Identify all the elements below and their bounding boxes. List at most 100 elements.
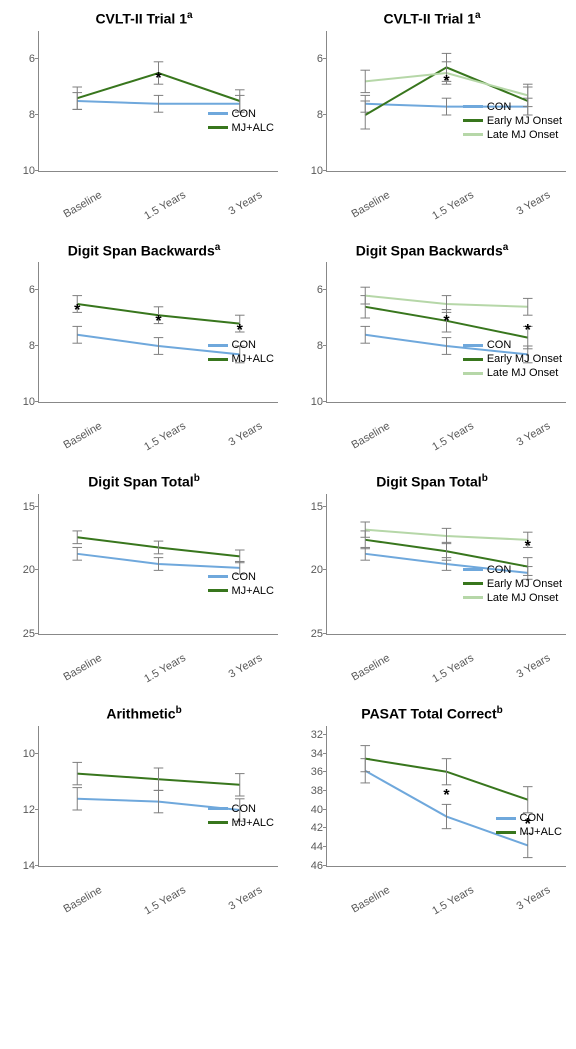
chart-title: CVLT-II Trial 1a xyxy=(10,10,278,27)
x-tick-label: 1.5 Years xyxy=(430,884,476,917)
significance-star: * xyxy=(443,313,449,331)
significance-star: * xyxy=(237,322,243,340)
y-tick-label: 10 xyxy=(11,748,35,760)
x-tick-label: 3 Years xyxy=(514,884,552,913)
legend-label: CON xyxy=(520,812,544,824)
chart-title: Digit Span Backwardsa xyxy=(298,242,566,259)
chart: Digit Span Totalb 152025Baseline1.5 Years… xyxy=(298,473,566,675)
y-tick-label: 6 xyxy=(11,284,35,296)
y-tick-label: 12 xyxy=(11,804,35,816)
x-tick-label: 1.5 Years xyxy=(430,420,476,453)
legend-label: Early MJ Onset xyxy=(487,353,562,365)
x-tick-label: 3 Years xyxy=(514,420,552,449)
y-tick-label: 10 xyxy=(11,396,35,408)
legend-swatch xyxy=(463,133,483,136)
legend-item: Early MJ Onset xyxy=(463,353,562,365)
legend-label: MJ+ALC xyxy=(520,826,563,838)
chart: CVLT-II Trial 1a6810Baseline1.5 Years3 Y… xyxy=(298,10,566,212)
legend-swatch xyxy=(208,807,228,810)
chart: Digit Span Totalb152025Baseline1.5 Years… xyxy=(10,473,278,675)
legend-item: MJ+ALC xyxy=(208,353,275,365)
legend-item: MJ+ALC xyxy=(208,122,275,134)
legend-swatch xyxy=(208,358,228,361)
plot-area: 3234363840424446Baseline1.5 Years3 Years… xyxy=(326,726,566,867)
x-tick-label: 1.5 Years xyxy=(142,884,188,917)
legend-swatch xyxy=(208,821,228,824)
legend: CON MJ+ALC xyxy=(208,339,275,367)
x-tick-label: Baseline xyxy=(350,189,393,220)
y-tick-label: 36 xyxy=(299,766,323,778)
chart-title: Digit Span Totalb xyxy=(10,473,278,490)
legend-label: MJ+ALC xyxy=(232,353,275,365)
legend-label: CON xyxy=(487,564,511,576)
x-tick-label: 3 Years xyxy=(514,189,552,218)
x-tick-label: Baseline xyxy=(62,420,105,451)
legend-item: Early MJ Onset xyxy=(463,115,562,127)
plot-area: 6810Baseline1.5 Years3 Years*CONMJ+ALC xyxy=(38,31,278,172)
significance-star: * xyxy=(74,302,80,320)
legend-swatch xyxy=(463,358,483,361)
x-tick-label: 1.5 Years xyxy=(142,652,188,685)
x-tick-label: Baseline xyxy=(350,420,393,451)
plot-area: 152025Baseline1.5 Years3 Years*CONEarly … xyxy=(326,494,566,635)
plot-area: 6810Baseline1.5 Years3 Years***CONMJ+ALC xyxy=(38,262,278,403)
y-tick-label: 44 xyxy=(299,841,323,853)
legend-label: CON xyxy=(232,339,256,351)
legend-item: CON xyxy=(496,812,563,824)
legend-swatch xyxy=(208,112,228,115)
plot-area: 101214Baseline1.5 Years3 YearsCONMJ+ALC xyxy=(38,726,278,867)
y-tick-label: 46 xyxy=(299,860,323,872)
legend-item: CON xyxy=(208,571,275,583)
x-tick-label: Baseline xyxy=(62,884,105,915)
x-tick-label: Baseline xyxy=(62,189,105,220)
legend: CONEarly MJ OnsetLate MJ Onset xyxy=(463,101,562,143)
significance-star: * xyxy=(155,313,161,331)
chart-grid: CVLT-II Trial 1a6810Baseline1.5 Years3 Y… xyxy=(10,10,566,907)
chart: Digit Span Backwardsa6810Baseline1.5 Yea… xyxy=(10,242,278,444)
x-tick-label: 3 Years xyxy=(514,652,552,681)
y-tick-label: 42 xyxy=(299,822,323,834)
legend-label: CON xyxy=(487,339,511,351)
plot-area: 6810Baseline1.5 Years3 Years**CONEarly M… xyxy=(326,262,566,403)
legend-item: Late MJ Onset xyxy=(463,129,562,141)
x-tick-label: Baseline xyxy=(350,652,393,683)
legend-label: CON xyxy=(232,571,256,583)
plot-area: 6810Baseline1.5 Years3 Years*CONEarly MJ… xyxy=(326,31,566,172)
legend-swatch xyxy=(208,575,228,578)
chart-title: Digit Span Totalb xyxy=(298,473,566,490)
legend-label: Late MJ Onset xyxy=(487,129,559,141)
x-tick-label: 1.5 Years xyxy=(430,652,476,685)
legend-label: Early MJ Onset xyxy=(487,578,562,590)
y-tick-label: 15 xyxy=(11,501,35,513)
legend: CONMJ+ALC xyxy=(208,803,275,831)
legend-swatch xyxy=(463,582,483,585)
legend-swatch xyxy=(208,126,228,129)
chart-title: Arithmeticb xyxy=(10,705,278,722)
x-tick-label: 1.5 Years xyxy=(142,189,188,222)
y-tick-label: 10 xyxy=(299,165,323,177)
x-tick-label: Baseline xyxy=(62,652,105,683)
x-tick-label: Baseline xyxy=(350,884,393,915)
legend-swatch xyxy=(496,831,516,834)
legend-swatch xyxy=(208,344,228,347)
y-tick-label: 10 xyxy=(299,396,323,408)
y-tick-label: 20 xyxy=(299,564,323,576)
legend-item: Early MJ Onset xyxy=(463,578,562,590)
y-tick-label: 34 xyxy=(299,748,323,760)
y-tick-label: 8 xyxy=(11,340,35,352)
chart: CVLT-II Trial 1a 6810Baseline1.5 Years3 Y… xyxy=(10,10,278,212)
legend-label: Late MJ Onset xyxy=(487,367,559,379)
chart-title: PASAT Total Correctb xyxy=(298,705,566,722)
x-tick-label: 3 Years xyxy=(226,420,264,449)
y-tick-label: 40 xyxy=(299,804,323,816)
legend-swatch xyxy=(463,344,483,347)
legend-swatch xyxy=(463,105,483,108)
y-tick-label: 8 xyxy=(299,340,323,352)
y-tick-label: 6 xyxy=(299,284,323,296)
x-tick-label: 1.5 Years xyxy=(430,189,476,222)
chart: PASAT Total Correctb 3234363840424446Base… xyxy=(298,705,566,907)
y-tick-label: 25 xyxy=(11,628,35,640)
y-tick-label: 10 xyxy=(11,165,35,177)
legend-label: MJ+ALC xyxy=(232,817,275,829)
legend: CONEarly MJ OnsetLate MJ Onset xyxy=(463,564,562,606)
